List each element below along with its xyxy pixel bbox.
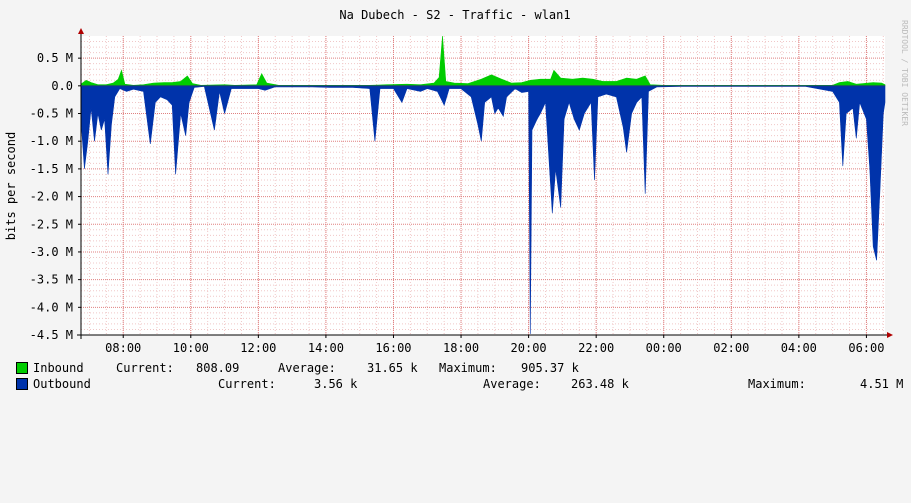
legend-series-name: Outbound: [33, 377, 91, 391]
outbound-area: [80, 85, 886, 334]
x-tick-label: 12:00: [240, 341, 276, 355]
legend-series-name: Inbound: [33, 361, 84, 375]
legend-current-label: Current:: [116, 361, 174, 375]
x-axis-labels: 08:00 10:00 12:00 14:00 16:00 18:00 20:00 22:00…: [105, 341, 884, 355]
legend-maximum-value: 905.37 k: [521, 361, 579, 375]
x-tick-label: 06:00: [848, 341, 884, 355]
y-axis-arrow: [78, 28, 84, 34]
legend-maximum-label: Maximum:: [439, 361, 497, 375]
y-tick-label: 0.5 M: [37, 51, 73, 65]
x-tick-label: 02:00: [713, 341, 749, 355]
y-tick-label: -3.5 M: [30, 273, 73, 287]
inbound-swatch: [16, 362, 28, 374]
legend-maximum-value: 4.51 M: [860, 377, 904, 391]
chart-title: Na Dubech - S2 - Traffic - wlan1: [339, 8, 570, 22]
y-tick-label: -4.5 M: [30, 328, 73, 342]
legend-maximum-label: Maximum:: [748, 377, 806, 391]
y-tick-label: -4.0 M: [30, 300, 73, 314]
legend-average-value: 31.65 k: [367, 361, 418, 375]
y-axis-title: bits per second: [4, 132, 18, 240]
y-axis-labels: 0.5 M 0.0 -0.5 M -1.0 M -1.5 M -2.0 M -2.5 M -3…: [30, 51, 73, 342]
y-tick-label: -3.0 M: [30, 245, 73, 259]
x-tick-label: 04:00: [781, 341, 817, 355]
legend-current-label: Current:: [218, 377, 276, 391]
watermark: RRDTOOL / TOBI OETIKER: [900, 20, 909, 126]
x-tick-label: 20:00: [511, 341, 547, 355]
axes: [77, 28, 893, 339]
y-tick-label: -0.5 M: [30, 107, 73, 121]
x-tick-label: 00:00: [646, 341, 682, 355]
legend-average-label: Average:: [483, 377, 541, 391]
series-layer: [80, 35, 886, 334]
x-tick-label: 08:00: [105, 341, 141, 355]
x-tick-label: 10:00: [173, 341, 209, 355]
x-tick-label: 14:00: [308, 341, 344, 355]
traffic-chart: 0.5 M 0.0 -0.5 M -1.0 M -1.5 M -2.0 M -2.5 M -3…: [4, 8, 909, 355]
outbound-swatch: [16, 378, 28, 390]
legend-current-value: 3.56 k: [314, 377, 358, 391]
inbound-area: [80, 35, 886, 87]
x-tick-label: 18:00: [443, 341, 479, 355]
y-tick-label: -2.0 M: [30, 190, 73, 204]
legend-current-value: 808.09: [196, 361, 240, 375]
legend-average-value: 263.48 k: [571, 377, 629, 391]
y-tick-label: -2.5 M: [30, 217, 73, 231]
y-tick-label: -1.5 M: [30, 162, 73, 176]
legend-average-label: Average:: [278, 361, 336, 375]
y-tick-label: -1.0 M: [30, 134, 73, 148]
y-tick-label: 0.0: [51, 79, 73, 93]
legend-outbound: Outbound Current: 3.56 k Average: 263.48…: [16, 377, 903, 391]
x-axis-arrow: [887, 332, 893, 338]
x-tick-label: 16:00: [375, 341, 411, 355]
legend-inbound: Inbound Current: 808.09 Average: 31.65 k…: [16, 361, 579, 375]
grid: [81, 36, 885, 336]
x-tick-label: 22:00: [578, 341, 614, 355]
